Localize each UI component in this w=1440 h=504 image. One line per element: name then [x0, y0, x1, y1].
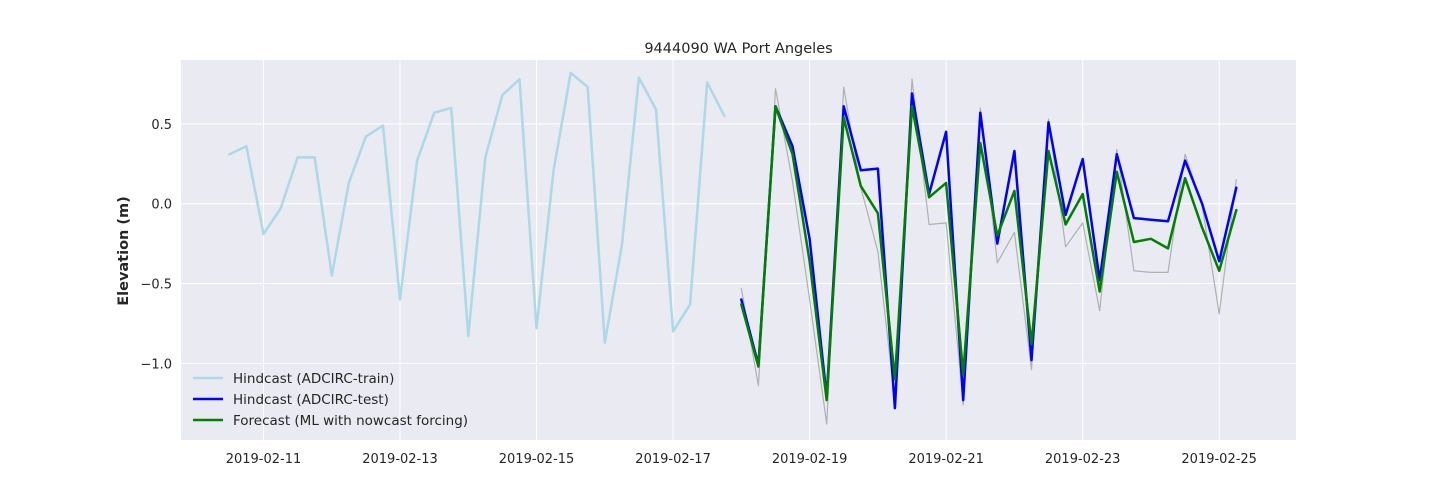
y-tick-label: −1.0: [140, 357, 172, 372]
x-tick-label: 2019-02-25: [1181, 452, 1257, 467]
y-axis-label: Elevation (m): [116, 196, 132, 306]
x-tick-label: 2019-02-15: [499, 452, 575, 467]
y-tick-label: 0.5: [151, 118, 172, 133]
legend-label: Hindcast (ADCIRC-test): [233, 392, 389, 408]
y-tick-label: 0.0: [151, 198, 172, 213]
x-tick-label: 2019-02-13: [362, 452, 438, 467]
x-tick-label: 2019-02-19: [772, 452, 848, 467]
x-tick-label: 2019-02-23: [1045, 452, 1121, 467]
series-lines: [228, 71, 1238, 425]
y-tick-label: −0.5: [140, 278, 172, 293]
x-tick-label: 2019-02-17: [635, 452, 711, 467]
series-line-forecast-ml-with-nowcast-forcing: [740, 105, 1238, 402]
plot-area: [181, 60, 1296, 440]
series-line-hindcast-adcirc-train: [228, 71, 726, 344]
x-tick-label: 2019-02-21: [908, 452, 984, 467]
legend: Hindcast (ADCIRC-train) Hindcast (ADCIRC-…: [193, 371, 468, 429]
legend-label: Forecast (ML with nowcast forcing): [233, 413, 468, 429]
tick-labels: 2019-02-11 2019-02-13 2019-02-15 2019-02-17…: [140, 118, 1257, 467]
x-tick-label: 2019-02-11: [226, 452, 302, 467]
legend-label: Hindcast (ADCIRC-train): [233, 371, 394, 387]
chart-title: 9444090 WA Port Angeles: [644, 41, 832, 57]
